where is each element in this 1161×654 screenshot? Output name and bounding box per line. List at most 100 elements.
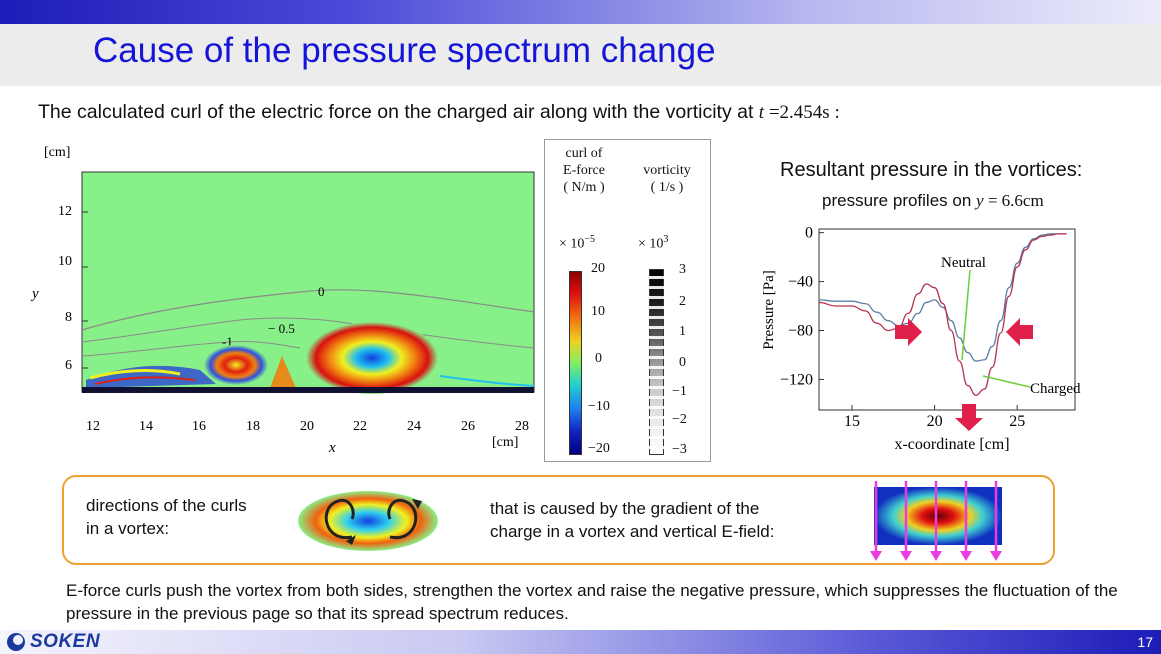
left-curl-arrow bbox=[324, 498, 355, 540]
right-vortex bbox=[306, 322, 438, 394]
contour-minus-half bbox=[81, 317, 535, 349]
intro-sentence: The calculated curl of the electric forc… bbox=[38, 101, 759, 123]
conclusion-text: E-force curls push the vortex from both … bbox=[66, 581, 1118, 623]
vort-title-line2: ( 1/s ) bbox=[650, 180, 684, 195]
curl-title-line1: curl of bbox=[565, 146, 603, 161]
y-tick-8: 8 bbox=[65, 310, 72, 325]
soken-logo-icon bbox=[7, 633, 25, 651]
x-tick-28: 28 bbox=[515, 419, 529, 434]
x-tick-24: 24 bbox=[407, 419, 421, 434]
cause-line1: that is caused by the gradient of the bbox=[490, 499, 760, 518]
charge-distribution bbox=[874, 487, 1002, 545]
intro-text: The calculated curl of the electric forc… bbox=[38, 101, 840, 124]
y-tick-label: −120 bbox=[780, 371, 813, 388]
vort-title-line1: vorticity bbox=[643, 163, 691, 178]
vort-tick-0: 0 bbox=[679, 355, 686, 370]
logo-text: SOKEN bbox=[30, 631, 101, 652]
cause-line2: charge in a vortex and vertical E-field: bbox=[490, 522, 775, 541]
soken-logo: SOKEN bbox=[6, 631, 100, 653]
subtitle-prefix: pressure profiles on bbox=[822, 191, 977, 210]
curls-text: directions of the curls in a vortex: bbox=[86, 494, 247, 540]
x-tick-20: 20 bbox=[300, 419, 314, 434]
vorticity-colorbar-stripes bbox=[649, 269, 664, 455]
x-tick-22: 22 bbox=[353, 419, 367, 434]
vort-tick-3: 3 bbox=[679, 262, 686, 277]
y-tick-label: 0 bbox=[805, 225, 813, 242]
x-tick-18: 18 bbox=[246, 419, 260, 434]
subtitle-value: y = 6.6cm bbox=[976, 191, 1044, 210]
chart-annotations: Neutral Charged bbox=[895, 255, 1081, 431]
right-arrow-icon bbox=[895, 318, 922, 346]
right-curl-arrowhead-icon bbox=[412, 499, 422, 509]
efield-arrowhead-2-icon bbox=[900, 551, 912, 561]
wall-strip bbox=[82, 387, 534, 393]
pressure-chart: 15 20 25 0 −40 −80 −120 Neutral Charged x-coor… bbox=[761, 225, 1081, 453]
curl-title-line3: ( N/m ) bbox=[563, 180, 605, 195]
curl-tick-20: 20 bbox=[591, 261, 605, 276]
x-tick-26: 26 bbox=[461, 419, 475, 434]
x-tick-16: 16 bbox=[192, 419, 206, 434]
chart-x-label: x-coordinate [cm] bbox=[894, 436, 1009, 453]
vort-tick-minus-2: −2 bbox=[672, 412, 687, 427]
pressure-panel-title: Resultant pressure in the vortices: bbox=[780, 159, 1083, 181]
vortex-curl-diagram bbox=[298, 491, 438, 551]
x-tick-label: 20 bbox=[927, 413, 943, 430]
efield-arrowhead-4-icon bbox=[960, 551, 972, 561]
pressure-panel-subtitle: pressure profiles on y = 6.6cm bbox=[822, 191, 1044, 211]
trailing-streak bbox=[439, 375, 535, 387]
curl-tick-minus-20: −20 bbox=[588, 441, 610, 456]
cause-text: that is caused by the gradient of the ch… bbox=[490, 497, 774, 543]
y-tick-label: −80 bbox=[788, 323, 813, 340]
curl-scale-base: × 10 bbox=[559, 236, 585, 252]
vortex-field-plot: [cm] 0 -1 − 0.5 12 10 8 6 y 12 14 16 18 … bbox=[30, 145, 535, 456]
left-vortex bbox=[204, 345, 268, 385]
x-tick-label: 25 bbox=[1009, 413, 1025, 430]
neutral-pointer bbox=[961, 269, 971, 361]
curl-tick-10: 10 bbox=[591, 304, 605, 319]
slide-title: Cause of the pressure spectrum change bbox=[93, 31, 716, 70]
curl-scale-exp: −5 bbox=[584, 234, 596, 245]
curl-scale: × 10−5 bbox=[559, 232, 595, 253]
curls-line2: in a vortex: bbox=[86, 519, 170, 538]
x-tick-label: 15 bbox=[844, 413, 860, 430]
contour-minus-one bbox=[81, 341, 301, 357]
intro-time: t =2.454s : bbox=[759, 102, 840, 123]
charged-pointer bbox=[982, 375, 1031, 388]
subtitle-variable: y bbox=[976, 191, 984, 210]
series-line-neutral bbox=[818, 233, 1067, 362]
plot-y-unit: [cm] bbox=[44, 145, 70, 160]
efield-arrowhead-5-icon bbox=[990, 551, 1002, 561]
time-value: =2.454s : bbox=[764, 102, 840, 123]
turbulence-streak-1 bbox=[89, 369, 181, 380]
title-band bbox=[0, 24, 1161, 86]
vort-tick-minus-3: −3 bbox=[672, 442, 687, 457]
contour-label-minus-half: − 0.5 bbox=[268, 321, 295, 336]
vort-tick-1: 1 bbox=[679, 324, 686, 339]
vort-scale-base: × 10 bbox=[638, 236, 664, 252]
series-line-charged bbox=[818, 233, 1067, 396]
middle-plume bbox=[270, 356, 296, 388]
y-tick-6: 6 bbox=[65, 358, 72, 373]
vort-tick-2: 2 bbox=[679, 294, 686, 309]
y-tick-10: 10 bbox=[58, 254, 72, 269]
curl-colorbar bbox=[569, 271, 582, 455]
x-tick-12: 12 bbox=[86, 419, 100, 434]
time-variable: t bbox=[758, 102, 765, 123]
page-number: 17 bbox=[1137, 634, 1153, 650]
vort-scale: × 103 bbox=[638, 232, 668, 253]
charged-label: Charged bbox=[1030, 381, 1081, 397]
curl-title-line2: E-force bbox=[563, 163, 605, 178]
efield-arrowhead-1-icon bbox=[870, 551, 882, 561]
contour-label-minus-one: -1 bbox=[222, 334, 233, 349]
contour-zero bbox=[81, 289, 535, 331]
contour-label-zero: 0 bbox=[318, 284, 325, 299]
subtitle-number: = 6.6cm bbox=[983, 191, 1044, 210]
plot-x-unit: [cm] bbox=[492, 435, 518, 450]
plot-x-label: x bbox=[328, 440, 336, 456]
down-arrow-icon bbox=[955, 404, 983, 431]
vort-scale-exp: 3 bbox=[663, 234, 669, 245]
x-tick-14: 14 bbox=[139, 419, 153, 434]
colorbar-panel: curl of E-force ( N/m ) vorticity ( 1/s … bbox=[544, 139, 711, 462]
curl-tick-0: 0 bbox=[595, 351, 602, 366]
header-band bbox=[0, 0, 1161, 24]
